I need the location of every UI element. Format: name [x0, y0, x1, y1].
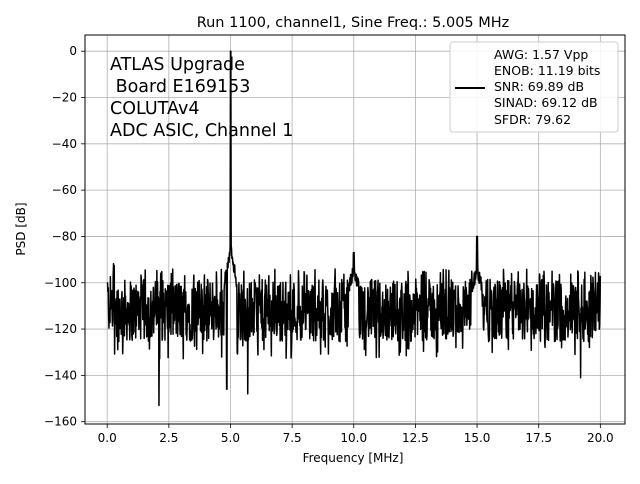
y-axis-label: PSD [dB]	[14, 202, 28, 255]
x-tick-label: 0.0	[98, 431, 117, 445]
legend-sinad: SINAD: 69.12 dB	[494, 95, 598, 110]
x-tick-label: 10.0	[340, 431, 367, 445]
y-tick-label: −160	[44, 415, 77, 429]
y-tick-label: −60	[52, 183, 77, 197]
plot-frame	[84, 34, 626, 425]
legend-sfdr: SFDR: 79.62	[494, 112, 571, 127]
y-tick-label: −120	[44, 322, 77, 336]
board-annotation: ATLAS Upgrade Board E169153 COLUTAv4 ADC…	[110, 55, 293, 141]
annotation-line-1: ATLAS Upgrade	[110, 55, 245, 75]
x-tick-label: 7.5	[283, 431, 302, 445]
y-tick-label: −80	[52, 229, 77, 243]
legend-box	[449, 41, 619, 133]
x-axis-label: Frequency [MHz]	[303, 451, 404, 465]
legend: AWG: 1.57 Vpp ENOB: 11.19 bits SNR: 69.8…	[449, 41, 619, 133]
y-tick-label: −140	[44, 368, 77, 382]
chart-title: Run 1100, channel1, Sine Freq.: 5.005 MH…	[197, 15, 510, 31]
y-axis: 0 −20 −40 −60 −80 −100 −120 −140 −160	[44, 44, 85, 429]
plot-area	[106, 50, 602, 407]
annotation-line-3: COLUTAv4	[110, 99, 199, 119]
x-tick-label: 17.5	[525, 431, 552, 445]
y-tick-label: 0	[69, 44, 77, 58]
x-tick-label: 12.5	[402, 431, 429, 445]
x-tick-label: 5.0	[221, 431, 240, 445]
y-tick-label: −20	[52, 91, 77, 105]
y-tick-label: −40	[52, 137, 77, 151]
x-tick-label: 15.0	[464, 431, 491, 445]
annotation-line-2: Board E169153	[110, 77, 250, 97]
x-axis: 0.0 2.5 5.0 7.5 10.0 12.5 15.0 17.5 20.0	[98, 424, 614, 445]
annotation-line-4: ADC ASIC, Channel 1	[110, 121, 293, 141]
y-tick-label: −100	[44, 276, 77, 290]
legend-awg: AWG: 1.57 Vpp	[494, 47, 588, 62]
legend-snr: SNR: 69.89 dB	[494, 79, 584, 94]
psd-series-line	[106, 50, 602, 407]
x-tick-label: 2.5	[159, 431, 178, 445]
x-tick-label: 20.0	[587, 431, 614, 445]
legend-enob: ENOB: 11.19 bits	[494, 63, 600, 78]
